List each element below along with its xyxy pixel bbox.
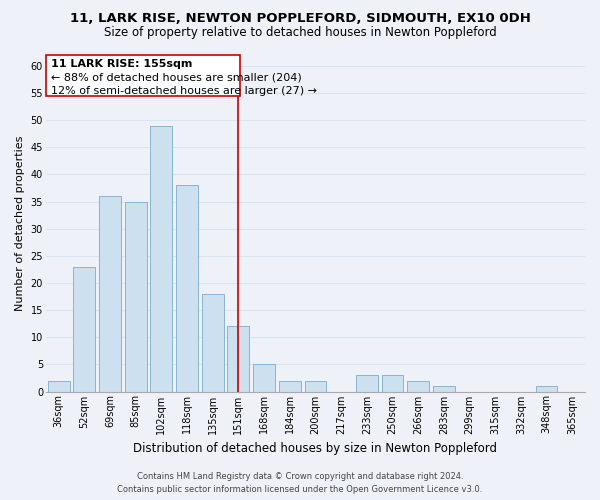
Bar xyxy=(279,380,301,392)
Bar xyxy=(202,294,224,392)
Y-axis label: Number of detached properties: Number of detached properties xyxy=(15,136,25,311)
Text: 12% of semi-detached houses are larger (27) →: 12% of semi-detached houses are larger (… xyxy=(51,86,317,97)
X-axis label: Distribution of detached houses by size in Newton Poppleford: Distribution of detached houses by size … xyxy=(133,442,497,455)
Bar xyxy=(73,266,95,392)
Bar xyxy=(125,202,146,392)
Bar xyxy=(536,386,557,392)
Bar xyxy=(382,375,403,392)
Text: Contains HM Land Registry data © Crown copyright and database right 2024.
Contai: Contains HM Land Registry data © Crown c… xyxy=(118,472,482,494)
Text: 11 LARK RISE: 155sqm: 11 LARK RISE: 155sqm xyxy=(51,60,193,70)
Bar xyxy=(433,386,455,392)
Bar xyxy=(227,326,250,392)
Bar xyxy=(407,380,429,392)
Bar xyxy=(99,196,121,392)
Bar xyxy=(305,380,326,392)
Bar xyxy=(48,380,70,392)
Bar xyxy=(253,364,275,392)
Text: Size of property relative to detached houses in Newton Poppleford: Size of property relative to detached ho… xyxy=(104,26,496,39)
FancyBboxPatch shape xyxy=(46,55,239,96)
Bar xyxy=(151,126,172,392)
Text: ← 88% of detached houses are smaller (204): ← 88% of detached houses are smaller (20… xyxy=(51,72,302,83)
Text: 11, LARK RISE, NEWTON POPPLEFORD, SIDMOUTH, EX10 0DH: 11, LARK RISE, NEWTON POPPLEFORD, SIDMOU… xyxy=(70,12,530,26)
Bar xyxy=(356,375,377,392)
Bar xyxy=(176,186,198,392)
